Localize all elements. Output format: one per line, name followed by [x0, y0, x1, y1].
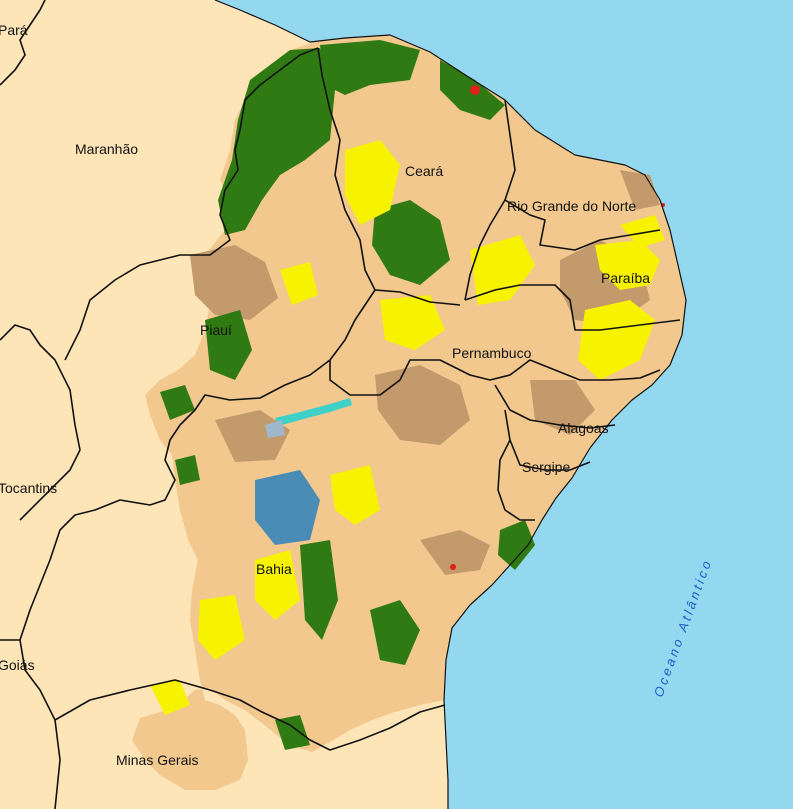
agriculture-area [595, 240, 660, 290]
caatinga-dark-patch [375, 365, 470, 445]
state-label-paraiba: Paraíba [601, 270, 650, 286]
state-label-ceara: Ceará [405, 163, 443, 179]
island [160, 5, 190, 28]
agriculture-area [255, 550, 300, 620]
caatinga-dark-patch [530, 380, 595, 435]
state-label-sergipe: Sergipe [522, 459, 570, 475]
state-label-bahia: Bahia [256, 561, 292, 577]
agriculture-area [620, 215, 665, 248]
caatinga-dark-patch [215, 410, 290, 462]
forest-area [320, 40, 420, 95]
forest-area [205, 310, 252, 380]
forest-area [160, 385, 195, 420]
forest-area [498, 520, 535, 570]
agriculture-area [198, 595, 245, 660]
caatinga-dark-patch [420, 530, 490, 575]
water-body [255, 470, 320, 545]
water-body [265, 420, 285, 438]
state-borders [0, 0, 687, 809]
agriculture-area [380, 295, 445, 350]
water-body [275, 398, 352, 426]
agriculture-area [150, 680, 190, 715]
caatinga-dark-patch [620, 170, 660, 210]
state-label-alagoas: Alagoas [558, 420, 609, 436]
state-label-maranhao: Maranhão [75, 141, 138, 157]
state-label-para: Pará [0, 22, 28, 38]
forest-area [275, 715, 310, 750]
state-label-piaui: Piauí [200, 322, 232, 338]
state-label-minas-gerais: Minas Gerais [116, 752, 198, 768]
agriculture-area [345, 140, 400, 225]
state-label-pernambuco: Pernambuco [452, 345, 532, 361]
agriculture-area [280, 262, 318, 305]
forest-area [175, 455, 200, 485]
urban-spot [450, 564, 456, 570]
state-label-rio-grande-do-norte: Rio Grande do Norte [507, 198, 636, 214]
state-label-goias: Goiás [0, 657, 35, 673]
island [200, 15, 228, 34]
state-label-tocantins: Tocantins [0, 480, 57, 496]
island [120, 10, 150, 35]
agriculture-area [470, 235, 535, 305]
forest-area [300, 540, 338, 640]
forest-area [370, 600, 420, 665]
urban-spot [470, 85, 480, 95]
agriculture-area [578, 300, 655, 380]
forest-area [218, 48, 335, 235]
caatinga-dark-patch [190, 245, 278, 320]
agriculture-area [330, 465, 380, 525]
forest-area [372, 200, 450, 285]
